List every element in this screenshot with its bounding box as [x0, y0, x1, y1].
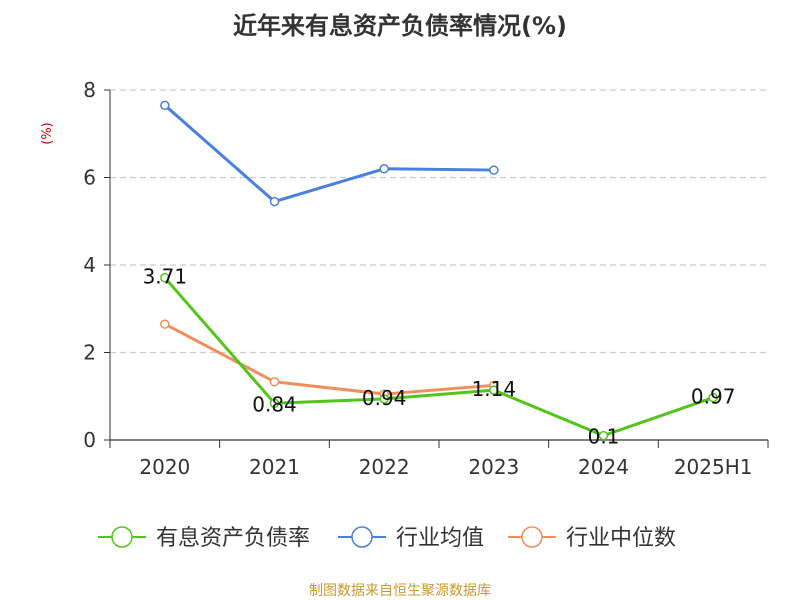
data-point [379, 164, 389, 174]
data-point [269, 398, 280, 408]
series-group [160, 100, 718, 441]
legend-marker-circle [351, 526, 373, 548]
data-point [269, 377, 280, 387]
data-label: 3.71 [143, 265, 188, 289]
series-line [163, 276, 714, 438]
y-tick-label: 4 [83, 253, 96, 277]
x-tick-label: 2023 [468, 455, 519, 479]
axes: 0 2 4 6 8 2020 2021 2022 2023 2024 2025H1 [83, 78, 769, 479]
chart-title: 近年来有息资产负债率情况(%) [233, 12, 567, 40]
data-point [489, 385, 499, 395]
data-label: 0.1 [588, 425, 620, 449]
legend-item-label: 行业中位数 [566, 526, 676, 551]
data-point [489, 165, 499, 175]
data-point [160, 100, 170, 111]
data-point [598, 430, 609, 441]
data-point [708, 392, 718, 403]
data-label: 1.14 [472, 377, 517, 401]
data-point [269, 196, 280, 207]
y-tick-label: 0 [83, 428, 96, 452]
x-tick-label: 2021 [249, 455, 300, 479]
grid-lines [110, 89, 768, 354]
data-source-note: 制图数据来自恒生聚源数据库 [309, 583, 491, 599]
data-label: 0.84 [252, 392, 297, 416]
legend: 有息资产负债率 行业均值 行业中位数 [98, 526, 676, 551]
data-point [379, 394, 389, 404]
x-tick-label: 2024 [578, 455, 629, 479]
legend-item-label: 有息资产负债率 [156, 526, 310, 551]
data-label: 0.94 [362, 386, 407, 410]
y-tick-label: 2 [83, 341, 96, 365]
legend-item-label: 行业均值 [396, 526, 484, 551]
data-label: 0.97 [691, 385, 736, 409]
y-tick-label: 6 [83, 166, 96, 190]
data-point [160, 319, 170, 329]
series-line [163, 104, 494, 204]
data-point [160, 272, 170, 283]
legend-marker-circle [521, 526, 543, 548]
x-tick-label: 2022 [359, 455, 410, 479]
y-tick-label: 8 [83, 78, 96, 102]
series-line [164, 322, 494, 396]
legend-marker-circle [111, 526, 133, 548]
x-tick-label: 2020 [139, 455, 190, 479]
data-labels: 3.71 0.84 0.94 1.14 0.1 0.97 [143, 265, 736, 449]
x-tick-label: 2025H1 [674, 455, 753, 479]
